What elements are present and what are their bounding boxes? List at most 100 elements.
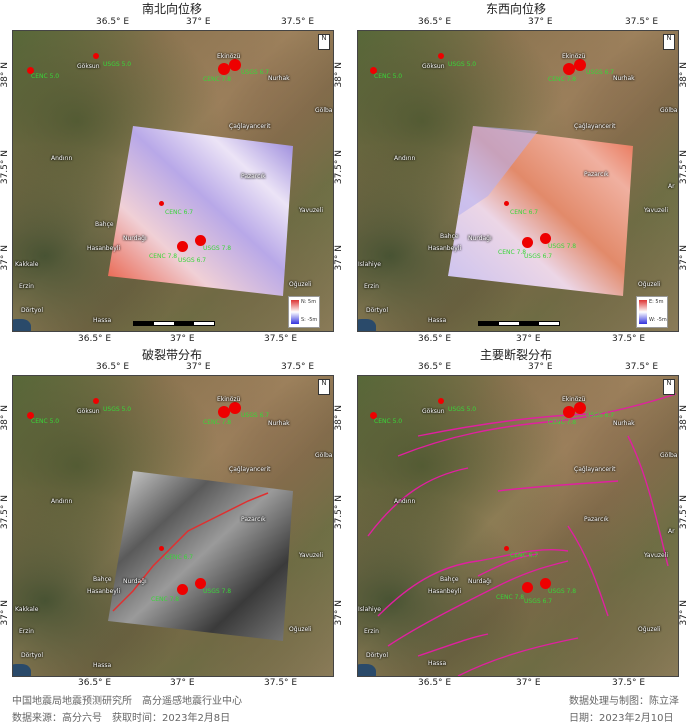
place-label: Pazarcık — [584, 171, 609, 178]
place-label: Hassa — [428, 660, 447, 667]
epicenter-dot[interactable] — [370, 67, 377, 74]
lat-tick: 38° N — [334, 62, 344, 88]
place-label: Göksun — [77, 63, 100, 70]
quake-label: CENC 6.7 — [165, 209, 194, 216]
map-main-faults[interactable]: N CENC 5.0 USGS 5.0 CENC 7.8 USGS 6.7 CE… — [357, 375, 679, 677]
epicenter-dot[interactable] — [195, 578, 206, 589]
quake-label: CENC 7.8 — [498, 249, 527, 256]
place-label: Oğuzeli — [289, 626, 312, 633]
epicenter-dot[interactable] — [522, 237, 533, 248]
lat-tick: 37° N — [679, 600, 689, 626]
epicenter-dot[interactable] — [27, 67, 34, 74]
quake-label: USGS 5.0 — [448, 406, 477, 413]
place-label: Hasanbeyli — [428, 588, 462, 595]
place-label: Ekinözü — [562, 53, 586, 60]
epicenter-dot[interactable] — [574, 59, 586, 71]
epicenter-dot[interactable] — [522, 582, 533, 593]
lon-tick: 37° E — [528, 17, 553, 27]
panel-title-rupture: 破裂带分布 — [141, 348, 202, 362]
lon-tick: 37° E — [516, 678, 541, 688]
place-label: Andırın — [394, 155, 416, 162]
place-label: Ar — [668, 528, 675, 535]
epicenter-dot[interactable] — [574, 402, 586, 414]
place-label: Nurdağı — [123, 578, 147, 585]
place-label: Nurdağı — [468, 578, 492, 585]
quake-label: CENC 7.8 — [548, 419, 577, 426]
lon-tick: 37.5° E — [625, 362, 659, 372]
map-ns-displacement[interactable]: N: 5m S: -5m N CENC 5.0 USGS 5.0 CENC 7.… — [12, 30, 334, 332]
lon-tick: 37° E — [186, 362, 211, 372]
epicenter-dot[interactable] — [229, 402, 241, 414]
place-label: Islahiye — [358, 261, 381, 268]
quake-label: USGS 7.8 — [203, 245, 232, 252]
epicenter-dot[interactable] — [177, 584, 188, 595]
quake-label: CENC 7.8 — [203, 76, 232, 83]
place-label: Ekinözü — [562, 396, 586, 403]
ew-legend: E: 5m W: -5m — [636, 296, 668, 328]
lon-tick: 37.5° E — [281, 362, 315, 372]
epicenter-dot[interactable] — [563, 406, 575, 418]
quake-label: CENC 5.0 — [31, 418, 60, 425]
quake-label: USGS 6.7 — [241, 412, 270, 419]
place-label: Göksun — [422, 63, 445, 70]
place-label: Hassa — [93, 317, 112, 324]
legend-colorbar — [639, 300, 647, 324]
epicenter-dot[interactable] — [93, 53, 99, 59]
place-label: Erzin — [364, 283, 379, 290]
epicenter-dot[interactable] — [177, 241, 188, 252]
place-label: Nurhak — [613, 75, 635, 82]
place-label: Andırın — [51, 155, 73, 162]
panel-title-ns: 南北向位移 — [141, 2, 202, 16]
epicenter-dot[interactable] — [504, 201, 509, 206]
place-label: Dörtyol — [366, 307, 388, 314]
place-label: Hassa — [93, 662, 112, 669]
legend-top-label: E: 5m — [649, 299, 664, 305]
map-rupture-zone[interactable]: N CENC 5.0 USGS 5.0 CENC 7.8 USGS 6.7 CE… — [12, 375, 334, 677]
epicenter-dot[interactable] — [540, 233, 551, 244]
lon-tick: 36.5° E — [78, 678, 112, 688]
quake-label: USGS 7.8 — [548, 588, 577, 595]
place-label: Bahçe — [93, 576, 112, 583]
epicenter-dot[interactable] — [195, 235, 206, 246]
place-label: Oğuzeli — [638, 281, 661, 288]
epicenter-dot[interactable] — [563, 63, 575, 75]
epicenter-dot[interactable] — [218, 406, 230, 418]
epicenter-dot[interactable] — [504, 546, 509, 551]
north-arrow-icon: N — [318, 379, 330, 395]
place-label: Andırın — [394, 498, 416, 505]
place-label: Yavuzeli — [299, 207, 324, 214]
lat-tick: 37.5° N — [679, 495, 689, 530]
epicenter-dot[interactable] — [438, 398, 444, 404]
epicenter-dot[interactable] — [159, 201, 164, 206]
place-label: Çağlayancerit — [574, 123, 616, 130]
place-label: Bahçe — [95, 221, 114, 228]
lat-tick: 38° N — [0, 62, 10, 88]
place-label: Çağlayancerit — [574, 466, 616, 473]
quake-label: CENC 7.8 — [548, 76, 577, 83]
map-ew-displacement[interactable]: E: 5m W: -5m N CENC 5.0 USGS 5.0 CENC 7.… — [357, 30, 679, 332]
quake-label: USGS 6.7 — [524, 253, 553, 260]
lat-tick: 38° N — [334, 405, 344, 431]
epicenter-dot[interactable] — [540, 578, 551, 589]
epicenter-dot[interactable] — [229, 59, 241, 71]
lon-tick: 37° E — [516, 334, 541, 344]
quake-label: USGS 5.0 — [448, 61, 477, 68]
quake-label: USGS 6.7 — [178, 257, 207, 264]
place-label: Erzin — [19, 283, 34, 290]
epicenter-dot[interactable] — [93, 398, 99, 404]
place-label: Andırın — [51, 498, 73, 505]
quake-label: USGS 6.7 — [524, 598, 553, 605]
lat-tick: 37.5° N — [0, 150, 10, 185]
lon-tick: 37.5° E — [264, 334, 298, 344]
epicenter-dot[interactable] — [438, 53, 444, 59]
epicenter-dot[interactable] — [27, 412, 34, 419]
lat-tick: 37° N — [334, 600, 344, 626]
lon-tick: 37.5° E — [612, 678, 646, 688]
lon-tick: 36.5° E — [78, 334, 112, 344]
epicenter-dot[interactable] — [159, 546, 164, 551]
scale-bar — [478, 321, 560, 326]
epicenter-dot[interactable] — [218, 63, 230, 75]
epicenter-dot[interactable] — [370, 412, 377, 419]
place-label: Dörtyol — [21, 652, 43, 659]
quake-label: USGS 5.0 — [103, 406, 132, 413]
